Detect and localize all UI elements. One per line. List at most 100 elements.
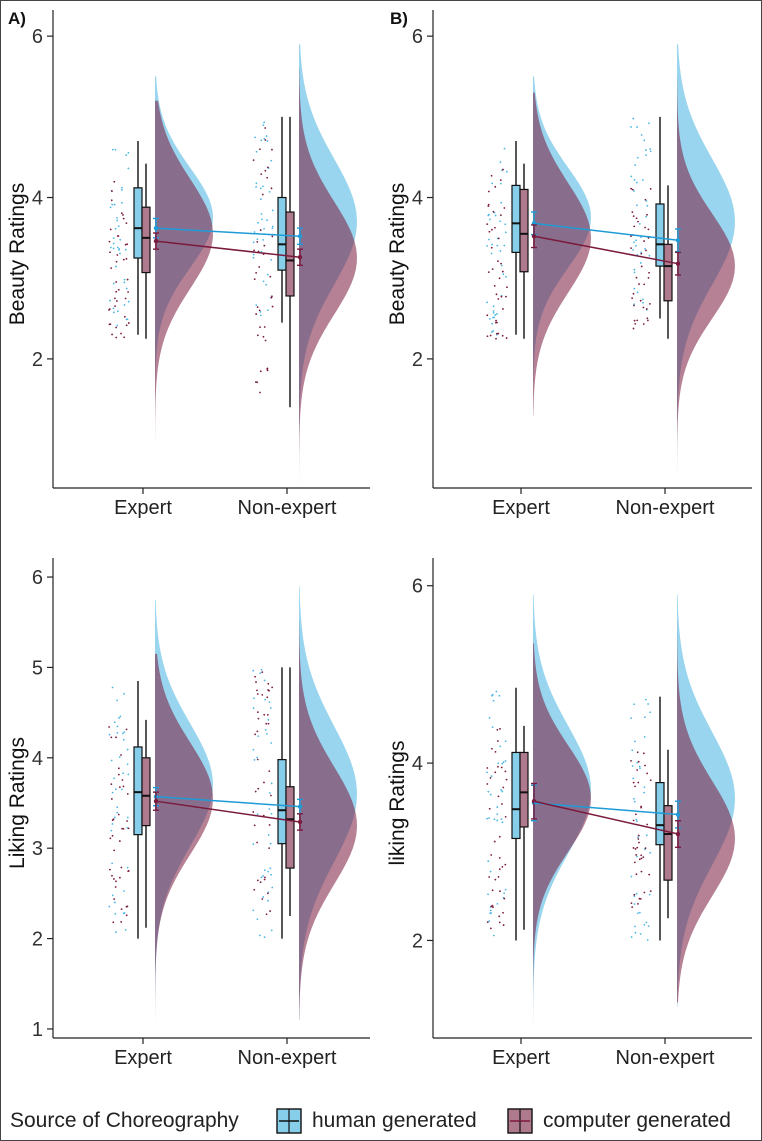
rain-point-computer <box>120 866 123 869</box>
rain-point-human <box>264 728 267 731</box>
rain-point-computer <box>632 327 635 330</box>
rain-point-computer <box>635 873 638 876</box>
rain-point-human <box>636 291 639 294</box>
rain-point-human <box>491 322 494 325</box>
rain-point-computer <box>502 911 504 914</box>
rain-point-human <box>488 218 491 221</box>
group-expert <box>108 76 213 440</box>
density-computer <box>533 643 591 1030</box>
rain-point-human <box>262 238 265 241</box>
rain-point-human <box>499 250 502 252</box>
rain-point-computer <box>111 190 113 192</box>
rain-point-computer <box>271 686 274 689</box>
rain-point-human <box>109 299 111 302</box>
rain-point-human <box>647 925 650 928</box>
rain-point-computer <box>254 675 256 678</box>
rain-point-computer <box>487 271 490 274</box>
rain-point-human <box>257 735 260 738</box>
rain-point-human <box>496 244 499 247</box>
rain-point-computer <box>255 271 258 274</box>
rain-point-human <box>259 187 262 190</box>
rain-point-computer <box>646 772 649 775</box>
rain-point-human <box>502 273 505 276</box>
rain-point-human <box>114 931 117 934</box>
rain-point-human <box>636 761 639 764</box>
rain-point-human <box>634 931 637 934</box>
rain-point-computer <box>487 190 490 193</box>
rain-point-computer <box>647 277 650 279</box>
rain-point-computer <box>269 910 272 912</box>
rain-point-human <box>124 248 127 251</box>
mean-line-computer <box>155 240 301 258</box>
rain-point-human <box>504 231 507 234</box>
rain-point-computer <box>126 278 129 281</box>
rain-point-human <box>126 866 129 869</box>
rain-point-computer <box>109 323 112 326</box>
rain-point-human <box>259 672 262 675</box>
legend-label-human: human generated <box>312 1109 477 1132</box>
rain-point-computer <box>120 908 123 911</box>
panel-tag: B) <box>390 9 408 28</box>
rain-point-computer <box>115 736 117 739</box>
rain-point-computer <box>109 228 112 231</box>
rain-point-computer <box>256 879 259 882</box>
rain-point-human <box>113 777 115 780</box>
rain-point-human <box>636 126 638 128</box>
rain-point-computer <box>270 187 273 190</box>
rain-point-computer <box>499 214 502 217</box>
rain-point-human <box>490 912 493 914</box>
rain-point-human <box>127 151 130 154</box>
rain-point-computer <box>115 260 118 263</box>
rain-point-computer <box>498 915 501 918</box>
rain-point-computer <box>634 813 637 816</box>
rain-point-human <box>268 701 271 703</box>
rain-point-human <box>631 765 634 767</box>
rain-point-human <box>263 936 266 939</box>
y-tick-label: 4 <box>412 188 423 210</box>
rain-point-computer <box>120 921 123 923</box>
rain-point-computer <box>258 148 261 151</box>
y-tick-label: 5 <box>32 657 43 679</box>
rain-point-human <box>265 283 268 286</box>
rain-point-computer <box>254 733 257 736</box>
rain-point-human <box>500 264 503 267</box>
rain-point-computer <box>495 321 498 324</box>
rain-point-human <box>641 179 644 181</box>
rain-point-human <box>633 703 636 706</box>
rain-point-computer <box>636 769 639 771</box>
rain-point-computer <box>127 827 130 830</box>
rain-point-human <box>120 189 123 191</box>
group-expert <box>108 599 213 1020</box>
rain-point-human <box>116 699 118 702</box>
rain-point-computer <box>638 841 640 844</box>
rain-point-human <box>113 721 116 724</box>
rain-point-computer <box>644 764 646 767</box>
rain-point-computer <box>633 304 635 307</box>
x-category-label: Expert <box>492 1047 550 1069</box>
rain-point-computer <box>646 823 649 826</box>
rain-point-human <box>490 775 493 778</box>
rain-point-computer <box>631 211 634 214</box>
rain-point-human <box>265 135 268 137</box>
rain-point-human <box>126 816 129 819</box>
rain-point-computer <box>115 290 118 293</box>
rain-point-human <box>253 231 256 233</box>
rain-point-computer <box>491 228 493 231</box>
rain-point-human <box>111 791 114 794</box>
rain-point-computer <box>115 326 118 329</box>
rain-point-human <box>121 201 123 204</box>
rain-point-computer <box>125 257 128 260</box>
rain-point-human <box>116 246 119 249</box>
group-non-expert <box>630 44 735 484</box>
rain-point-human <box>645 698 647 701</box>
rain-point-human <box>126 318 129 321</box>
rain-point-computer <box>122 258 125 261</box>
rain-point-human <box>501 762 504 765</box>
rain-point-human <box>258 934 261 937</box>
rain-point-computer <box>502 924 505 926</box>
rain-point-computer <box>644 226 647 229</box>
rain-point-computer <box>271 148 273 151</box>
rain-point-computer <box>110 783 113 786</box>
rain-point-computer <box>126 820 128 822</box>
